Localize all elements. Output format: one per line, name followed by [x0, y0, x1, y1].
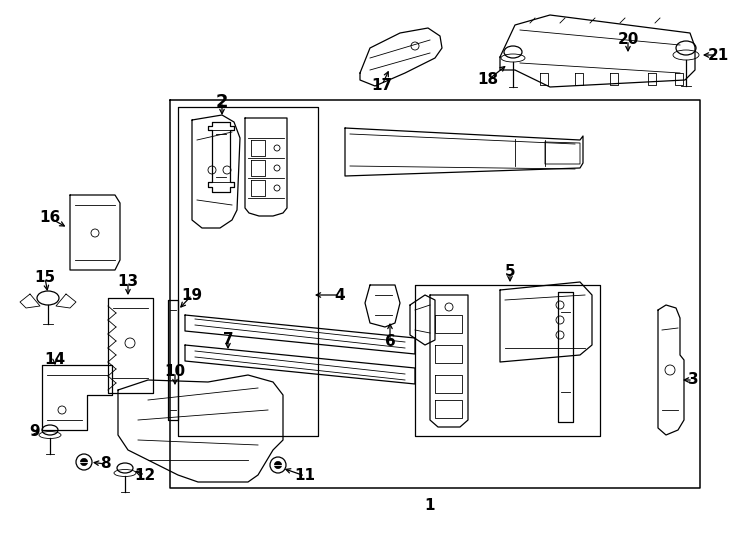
Text: 13: 13 [117, 274, 139, 289]
Text: 12: 12 [134, 468, 156, 483]
Text: 9: 9 [29, 424, 40, 440]
Text: 16: 16 [40, 211, 61, 226]
Text: 19: 19 [181, 287, 203, 302]
Text: 7: 7 [222, 333, 233, 348]
Circle shape [275, 461, 282, 469]
Text: 4: 4 [335, 287, 345, 302]
Text: 21: 21 [708, 48, 729, 63]
Text: 11: 11 [294, 469, 316, 483]
Text: 3: 3 [688, 373, 698, 388]
Text: 15: 15 [34, 271, 56, 286]
Text: 20: 20 [617, 32, 639, 48]
Text: 18: 18 [477, 72, 498, 87]
Text: 5: 5 [505, 265, 515, 280]
Text: 14: 14 [45, 353, 65, 368]
Text: 10: 10 [164, 364, 186, 380]
Text: 6: 6 [385, 334, 396, 349]
Text: 1: 1 [425, 497, 435, 512]
Text: 17: 17 [371, 78, 393, 92]
Circle shape [81, 458, 87, 465]
Text: 8: 8 [100, 456, 110, 471]
Text: 2: 2 [216, 93, 228, 111]
